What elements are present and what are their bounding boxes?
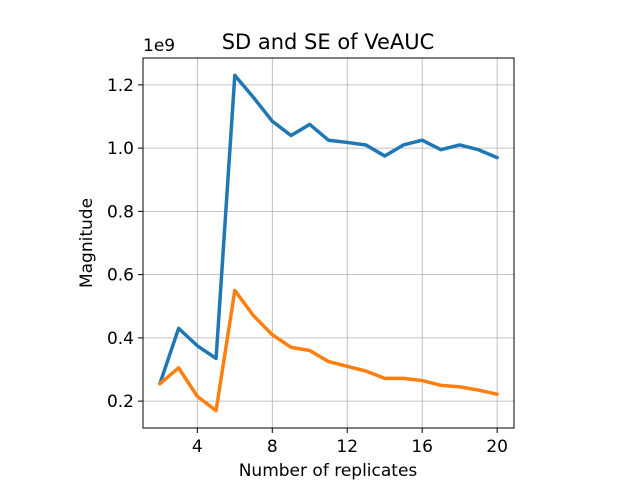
x-tick-label: 4 [192, 437, 203, 457]
y-axis-ticks: 0.2 0.4 0.6 0.8 1.0 1.2 [107, 76, 143, 412]
x-axis-ticks: 4 8 12 16 20 [192, 428, 508, 457]
x-tick-label: 12 [336, 437, 358, 457]
x-tick-label: 20 [486, 437, 508, 457]
y-tick-label: 0.2 [107, 392, 134, 412]
series-line-2 [158, 288, 499, 413]
y-tick-label: 1.0 [107, 139, 134, 159]
y-axis-label: Magnitude [77, 198, 97, 288]
x-axis-label: Number of replicates [239, 461, 418, 480]
y-tick-label: 1.2 [107, 76, 134, 96]
y-tick-label: 0.6 [107, 266, 134, 286]
x-tick-label: 16 [411, 437, 433, 457]
series-line-1 [158, 73, 499, 386]
y-tick-label: 0.8 [107, 202, 134, 222]
chart-title: SD and SE of VeAUC [222, 30, 435, 54]
y-tick-label: 0.4 [107, 329, 134, 349]
x-tick-label: 8 [267, 437, 278, 457]
y-offset-label: 1e9 [143, 36, 175, 56]
series-lines [158, 73, 499, 413]
plot-frame [142, 57, 515, 429]
grid [143, 58, 514, 428]
